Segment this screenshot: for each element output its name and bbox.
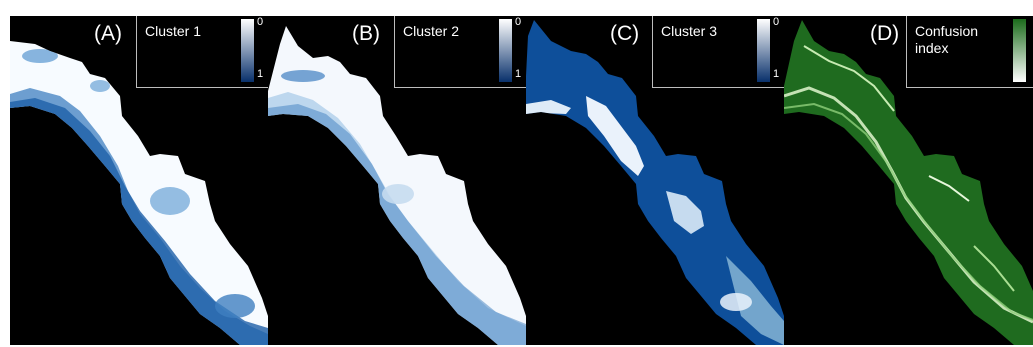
colorbar xyxy=(241,19,254,82)
panel-letter: (C) xyxy=(610,22,640,45)
colorbar-max-label: 1 xyxy=(257,68,264,80)
panel-a: (A) Cluster 1 0 1 xyxy=(10,16,268,345)
map-image xyxy=(268,26,526,345)
colorbar-min-label: 0 xyxy=(773,16,780,28)
colorbar xyxy=(1013,19,1026,82)
panel-b: (B) Cluster 2 0 1 xyxy=(268,16,526,345)
colorbar xyxy=(757,19,770,82)
panel-letter: (B) xyxy=(352,22,380,45)
lake-shape xyxy=(784,20,1033,345)
panel-c: (C) Cluster 3 0 1 xyxy=(526,16,784,345)
legend: Cluster 1 0 1 xyxy=(136,16,268,88)
legend-title: Confusion index xyxy=(915,23,979,56)
legend: Cluster 3 0 1 xyxy=(652,16,784,88)
map-image xyxy=(10,41,268,345)
shoreline-shading xyxy=(526,96,784,345)
panel-letter: (D) xyxy=(870,22,900,45)
panel-letter: (A) xyxy=(94,22,122,45)
legend-title: Cluster 2 xyxy=(403,23,460,39)
legend-title: Cluster 3 xyxy=(661,23,718,39)
map-image xyxy=(784,20,1033,345)
colorbar-max-label: 1 xyxy=(515,68,522,80)
colorbar-min-label: 0 xyxy=(515,16,522,28)
map-image xyxy=(526,20,784,345)
shoreline-shading xyxy=(784,45,1033,324)
panel-d: (D) Confusion index xyxy=(784,16,1033,345)
figure: (A) Cluster 1 0 1 (B) Cluster 2 0 xyxy=(10,16,1033,345)
colorbar-max-label: 1 xyxy=(773,68,780,80)
colorbar-min-label: 0 xyxy=(257,16,264,28)
legend-title: Cluster 1 xyxy=(145,23,202,39)
legend: Confusion index xyxy=(906,16,1033,88)
colorbar xyxy=(499,19,512,82)
legend: Cluster 2 0 1 xyxy=(394,16,526,88)
